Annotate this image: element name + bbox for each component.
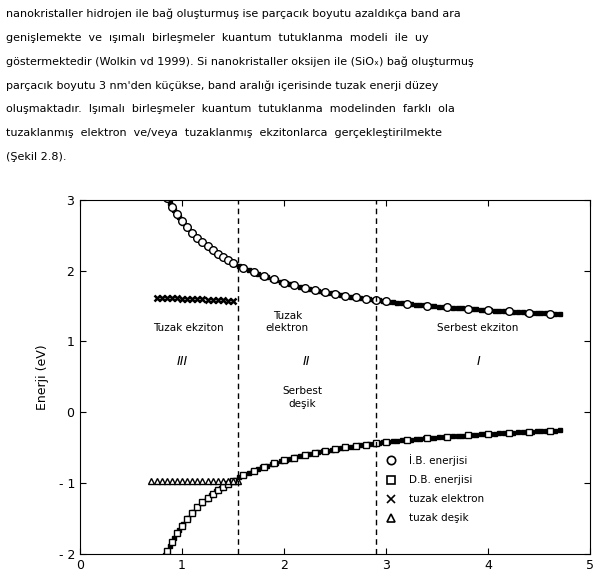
- Text: I: I: [476, 355, 480, 368]
- Text: İ.B. enerjisi: İ.B. enerjisi: [409, 455, 467, 467]
- Text: genişlemekte  ve  ışımalı  birleşmeler  kuantum  tutuklanma  modeli  ile  uy: genişlemekte ve ışımalı birleşmeler kuan…: [6, 33, 429, 43]
- Text: II: II: [303, 355, 311, 368]
- Text: tuzaklanmış  elektron  ve/veya  tuzaklanmış  ekzitonlarca  gerçekleştirilmekte: tuzaklanmış elektron ve/veya tuzaklanmış…: [6, 128, 442, 139]
- Text: Serbest ekziton: Serbest ekziton: [437, 323, 519, 333]
- Text: parçacık boyutu 3 nm'den küçükse, band aralığı içerisinde tuzak enerji düzey: parçacık boyutu 3 nm'den küçükse, band a…: [6, 81, 438, 91]
- Text: Serbest
deşik: Serbest deşik: [282, 387, 322, 409]
- Text: III: III: [177, 355, 188, 368]
- Text: Tuzak ekziton: Tuzak ekziton: [154, 323, 224, 333]
- Text: (Şekil 2.8).: (Şekil 2.8).: [6, 152, 66, 163]
- Text: Tuzak
elektron: Tuzak elektron: [266, 311, 309, 333]
- Text: tuzak deşik: tuzak deşik: [409, 513, 468, 523]
- Text: tuzak elektron: tuzak elektron: [409, 494, 484, 504]
- Text: D.B. enerjisi: D.B. enerjisi: [409, 475, 472, 485]
- Text: nanokristaller hidrojen ile bağ oluşturmuş ise parçacık boyutu azaldıkça band ar: nanokristaller hidrojen ile bağ oluşturm…: [6, 9, 461, 19]
- Text: göstermektedir (Wolkin vd 1999). Si nanokristaller oksijen ile (SiOₓ) bağ oluştu: göstermektedir (Wolkin vd 1999). Si nano…: [6, 57, 474, 67]
- Text: oluşmaktadır.  Işımalı  birleşmeler  kuantum  tutuklanma  modelinden  farklı  ol: oluşmaktadır. Işımalı birleşmeler kuantu…: [6, 104, 455, 115]
- Y-axis label: Enerji (eV): Enerji (eV): [36, 344, 49, 409]
